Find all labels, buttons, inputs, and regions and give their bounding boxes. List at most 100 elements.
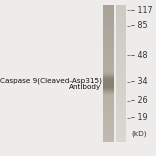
Bar: [103, 79, 114, 88]
Bar: [116, 41, 126, 43]
Bar: [103, 72, 114, 73]
Bar: [103, 80, 114, 87]
Bar: [103, 30, 114, 32]
Bar: [103, 74, 114, 93]
Bar: [116, 10, 126, 12]
Text: – 85: – 85: [131, 21, 148, 30]
Bar: [116, 92, 126, 94]
Bar: [116, 94, 126, 96]
Bar: [116, 6, 126, 8]
Text: – 34: – 34: [131, 77, 148, 86]
Bar: [103, 96, 114, 98]
Bar: [103, 118, 114, 120]
Bar: [103, 56, 114, 58]
Bar: [116, 125, 126, 127]
Bar: [103, 39, 114, 41]
Bar: [103, 101, 114, 103]
Bar: [103, 82, 114, 84]
Bar: [116, 140, 126, 142]
Bar: [103, 77, 114, 90]
Bar: [103, 77, 114, 90]
Bar: [116, 139, 126, 140]
Bar: [116, 12, 126, 13]
Bar: [103, 72, 114, 95]
Bar: [103, 60, 114, 61]
Bar: [116, 18, 126, 20]
Bar: [103, 123, 114, 125]
Bar: [103, 85, 114, 87]
Bar: [103, 113, 114, 115]
Bar: [116, 66, 126, 68]
Bar: [116, 77, 126, 79]
Bar: [103, 53, 114, 55]
Bar: [116, 127, 126, 128]
Bar: [103, 70, 114, 72]
Bar: [116, 123, 126, 125]
Bar: [103, 18, 114, 20]
Bar: [116, 15, 126, 17]
Bar: [103, 106, 114, 108]
Bar: [103, 46, 114, 48]
Bar: [103, 125, 114, 127]
Text: – 48: – 48: [131, 51, 148, 60]
Bar: [116, 120, 126, 122]
Bar: [116, 75, 126, 77]
Bar: [116, 30, 126, 32]
Bar: [103, 132, 114, 134]
Text: – 26: – 26: [131, 96, 148, 105]
Bar: [116, 72, 126, 73]
Bar: [116, 108, 126, 110]
Bar: [116, 20, 126, 22]
Bar: [103, 24, 114, 25]
Bar: [116, 68, 126, 70]
Bar: [116, 84, 126, 85]
Bar: [103, 135, 114, 137]
Bar: [116, 137, 126, 139]
Bar: [116, 63, 126, 65]
Bar: [116, 61, 126, 63]
Bar: [116, 42, 126, 44]
Bar: [103, 115, 114, 116]
Bar: [116, 133, 126, 135]
Bar: [103, 78, 114, 80]
Bar: [116, 96, 126, 98]
Bar: [116, 106, 126, 108]
Bar: [116, 99, 126, 101]
Bar: [103, 65, 114, 67]
Bar: [103, 102, 114, 104]
Bar: [103, 6, 114, 8]
Bar: [103, 12, 114, 13]
Bar: [103, 25, 114, 27]
Bar: [103, 133, 114, 135]
Bar: [103, 92, 114, 94]
Bar: [116, 32, 126, 34]
Bar: [103, 73, 114, 94]
Text: Caspase 9(Cleaved-Asp315): Caspase 9(Cleaved-Asp315): [0, 77, 101, 84]
Bar: [103, 63, 114, 65]
Bar: [103, 73, 114, 75]
Bar: [103, 44, 114, 46]
Bar: [103, 36, 114, 37]
Bar: [103, 41, 114, 43]
Bar: [103, 49, 114, 51]
Bar: [103, 80, 114, 82]
Bar: [103, 77, 114, 79]
Bar: [103, 130, 114, 132]
Bar: [103, 80, 114, 87]
Bar: [116, 128, 126, 130]
Bar: [103, 48, 114, 49]
Bar: [103, 90, 114, 92]
Bar: [103, 120, 114, 122]
Bar: [116, 13, 126, 15]
Bar: [116, 109, 126, 111]
Bar: [116, 46, 126, 48]
Bar: [116, 90, 126, 92]
Bar: [116, 17, 126, 19]
Bar: [116, 5, 126, 7]
Bar: [116, 51, 126, 53]
Bar: [103, 99, 114, 101]
Bar: [103, 58, 114, 60]
Bar: [116, 121, 126, 123]
Bar: [103, 97, 114, 99]
Bar: [103, 27, 114, 29]
